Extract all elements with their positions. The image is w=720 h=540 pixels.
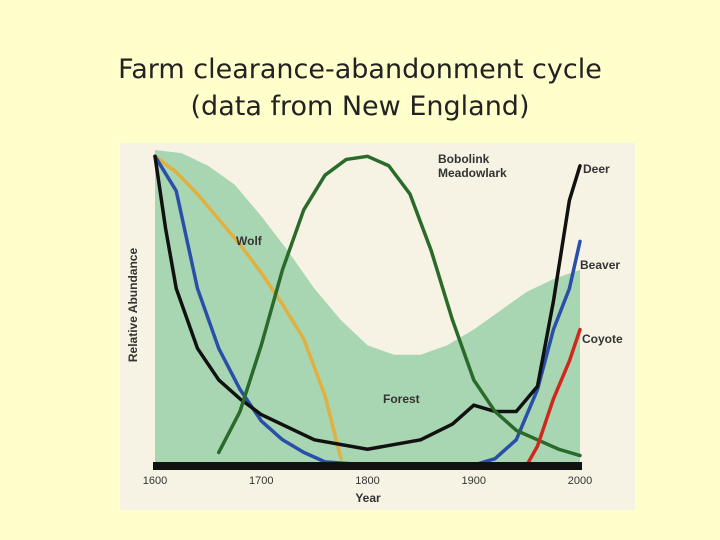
chart-subtitle: (data from New England) (191, 91, 530, 122)
y-axis-label: Relative Abundance (126, 248, 140, 363)
x-tick-label: 1700 (249, 475, 273, 487)
series-label-box: Coyote (582, 332, 623, 346)
x-tick-label: 1600 (143, 475, 167, 487)
series-label-box: Bobolink Meadowlark (438, 152, 507, 180)
series-label-box: Beaver (580, 258, 621, 272)
series-label: Coyote (582, 332, 623, 346)
series-label: Wolf (236, 234, 262, 248)
plot: Forest Wolf Beaver Deer Bobolink Meadowlark C… (143, 150, 623, 487)
series-label: Forest (383, 392, 420, 406)
line (217, 154, 582, 458)
line (153, 154, 343, 461)
series-label-box: Forest (383, 392, 420, 406)
series-label: Deer (583, 162, 610, 176)
series-label-box: Deer (583, 162, 610, 176)
line (153, 154, 582, 467)
series-label-box: Wolf (236, 234, 262, 248)
series-label: Bobolink Meadowlark (438, 152, 507, 180)
chart-title: Farm clearance-abandonment cycle (118, 54, 602, 85)
line (525, 327, 582, 467)
series-label: Beaver (580, 258, 621, 272)
x-tick-label: 2000 (568, 475, 592, 487)
x-tick-label: 1900 (462, 475, 486, 487)
x-axis-label: Year (355, 491, 381, 505)
area (155, 150, 580, 465)
line (153, 154, 582, 451)
x-tick-label: 1800 (355, 475, 379, 487)
